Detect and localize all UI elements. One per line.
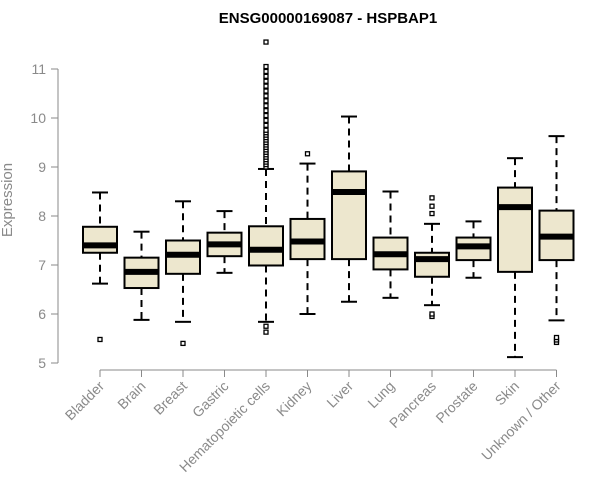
boxes-group <box>82 39 575 359</box>
chart-title: ENSG00000169087 - HSPBAP1 <box>219 10 437 27</box>
y-tick-label: 6 <box>38 306 46 322</box>
outlier-point <box>429 195 435 201</box>
box-bladder <box>82 191 118 343</box>
outlier-point <box>263 83 269 89</box>
box-hematopoietic-cells <box>248 39 284 335</box>
outlier-point <box>263 103 269 109</box>
outlier-point <box>97 336 103 343</box>
y-tick-label: 10 <box>30 110 46 126</box>
y-tick-label: 9 <box>38 159 46 175</box>
x-tick-label: Lung <box>364 378 397 411</box>
x-tick-label: Breast <box>150 378 190 418</box>
outlier-point <box>263 93 269 99</box>
outlier-point <box>263 73 269 79</box>
outlier-point <box>263 39 269 45</box>
x-tick-label: Liver <box>323 378 356 411</box>
box-prostate <box>455 220 492 279</box>
box-body <box>497 186 533 273</box>
box-pancreas <box>414 195 450 320</box>
outlier-point <box>429 210 435 217</box>
x-tick-label: Kidney <box>273 378 315 420</box>
box-body <box>248 225 284 267</box>
outlier-point <box>263 88 269 94</box>
outlier-point <box>553 334 560 341</box>
outlier-point <box>263 127 269 133</box>
outlier-point <box>263 68 269 75</box>
outlier-point <box>263 112 269 119</box>
outlier-point <box>180 340 186 347</box>
y-tick-label: 7 <box>38 257 46 273</box>
outlier-point <box>263 108 269 114</box>
x-tick-label: Skin <box>492 378 523 409</box>
x-tick-label: Bladder <box>62 378 108 424</box>
outlier-point <box>304 151 311 157</box>
box-kidney <box>289 151 326 315</box>
x-tick-label: Unknown / Other <box>478 378 564 464</box>
box-lung <box>372 190 409 299</box>
outlier-point <box>263 98 269 104</box>
outlier-point <box>429 311 435 317</box>
outlier-point <box>263 63 269 70</box>
outlier-point <box>263 323 269 329</box>
outlier-point <box>263 78 269 84</box>
outlier-point <box>429 203 435 209</box>
y-tick-label: 5 <box>38 355 46 371</box>
x-tick-label: Prostate <box>432 378 480 426</box>
box-breast <box>165 200 201 347</box>
outlier-point <box>263 329 269 335</box>
y-axis-label: Expression <box>0 163 16 237</box>
y-tick-label: 8 <box>38 208 46 224</box>
box-brain <box>123 230 160 321</box>
box-body <box>331 170 367 261</box>
y-tick-label: 11 <box>31 61 46 77</box>
box-body <box>82 225 118 254</box>
box-skin <box>497 157 533 359</box>
box-gastric <box>206 210 243 274</box>
outlier-point <box>263 117 269 124</box>
box-liver <box>331 115 367 303</box>
x-tick-label: Brain <box>114 378 148 412</box>
y-axis: 5 6 7 8 9 10 11 <box>30 61 59 371</box>
outlier-point <box>263 122 269 128</box>
box-unknown-other <box>538 135 575 346</box>
